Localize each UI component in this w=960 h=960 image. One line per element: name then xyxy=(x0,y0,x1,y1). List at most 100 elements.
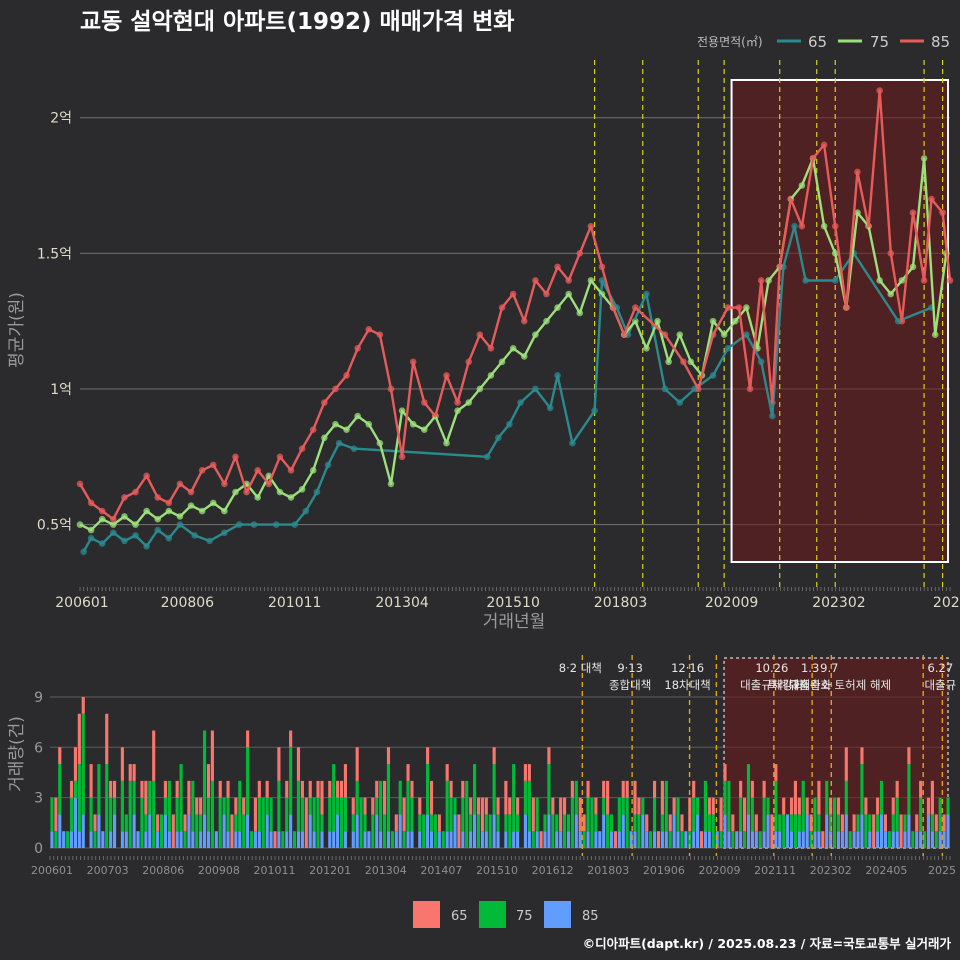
volume-bar-85 xyxy=(222,814,226,848)
volume-x-tick-label: 201906 xyxy=(643,864,685,877)
volume-bar-65 xyxy=(449,780,453,798)
volume-bar-85 xyxy=(136,831,140,848)
volume-bar-85 xyxy=(633,831,637,848)
volume-bar-85 xyxy=(328,831,332,848)
volume-bar-85 xyxy=(410,831,414,848)
volume-bar-65 xyxy=(793,780,797,815)
volume-bar-85 xyxy=(379,831,383,848)
volume-bar-85 xyxy=(167,831,171,848)
volume-bar-65 xyxy=(731,814,735,832)
volume-bar-65 xyxy=(692,780,696,798)
price-x-tick-label: 201304 xyxy=(375,595,429,611)
volume-bar-65 xyxy=(484,797,488,815)
volume-bar-75 xyxy=(406,780,410,832)
volume-bar-85 xyxy=(496,831,500,848)
volume-bar-75 xyxy=(124,814,128,832)
volume-bar-85 xyxy=(707,831,711,848)
volume-bar-85 xyxy=(238,831,242,848)
volume-bar-75 xyxy=(602,797,606,815)
volume-bar-75 xyxy=(543,814,547,832)
volume-bar-65 xyxy=(476,797,481,815)
volume-bar-65 xyxy=(836,797,841,815)
volume-bar-75 xyxy=(93,831,97,848)
volume-bar-65 xyxy=(907,747,911,765)
price-y-tick-label: 1.5억 xyxy=(37,246,72,262)
volume-event-label: 대출규제강화 xyxy=(740,678,804,692)
volume-bar-85 xyxy=(817,831,821,848)
volume-bar-65 xyxy=(77,713,81,765)
volume-bar-75 xyxy=(312,797,316,832)
volume-bar-65 xyxy=(242,797,246,815)
volume-x-tick-label: 202111 xyxy=(754,864,796,877)
volume-bar-75 xyxy=(876,814,880,832)
volume-bar-85 xyxy=(852,831,856,848)
volume-bar-85 xyxy=(206,831,211,848)
volume-x-tick-label: 202009 xyxy=(699,864,741,877)
volume-bar-65 xyxy=(563,797,567,815)
volume-bar-75 xyxy=(649,831,653,848)
volume-bar-85 xyxy=(895,831,899,848)
volume-bar-85 xyxy=(844,814,848,848)
volume-bar-85 xyxy=(586,831,590,848)
volume-bar-75 xyxy=(680,831,684,848)
volume-bar-65 xyxy=(633,780,637,815)
volume-bar-85 xyxy=(429,831,434,848)
volume-bar-75 xyxy=(739,797,743,832)
volume-bar-65 xyxy=(296,747,301,781)
volume-bar-65 xyxy=(621,780,625,798)
volume-bar-85 xyxy=(723,814,727,848)
volume-bar-75 xyxy=(398,780,402,815)
volume-y-ticks: 0 3 6 9 xyxy=(34,690,43,857)
volume-bar-85 xyxy=(735,831,739,848)
volume-bar-65 xyxy=(523,764,527,781)
price-x-tick-label: 202009 xyxy=(705,595,758,611)
volume-bar-85 xyxy=(289,814,293,848)
volume-bar-65 xyxy=(719,797,723,832)
volume-bar-85 xyxy=(156,831,160,848)
volume-bar-75 xyxy=(496,814,500,832)
volume-bar-85 xyxy=(825,814,829,848)
volume-bar-75 xyxy=(433,814,437,848)
volume-bar-85 xyxy=(797,831,801,848)
volume-bar-65 xyxy=(265,780,269,798)
volume-bar-75 xyxy=(566,814,571,832)
volume-bar-75 xyxy=(54,831,58,848)
volume-bar-75 xyxy=(809,831,813,848)
volume-bar-75 xyxy=(711,814,715,848)
volume-bar-75 xyxy=(555,814,559,832)
volume-bar-75 xyxy=(793,814,797,848)
volume-bar-75 xyxy=(860,764,864,815)
volume-bar-85 xyxy=(191,831,195,848)
volume-bar-75 xyxy=(523,780,527,815)
volume-bar-85 xyxy=(660,831,664,848)
volume-bar-75 xyxy=(488,814,492,848)
volume-event-label: 9·13 xyxy=(617,661,643,675)
volume-bar-75 xyxy=(81,713,85,815)
volume-bar-65 xyxy=(175,780,179,798)
volume-bar-75 xyxy=(590,797,594,848)
volume-bar-85 xyxy=(113,814,117,848)
volume-bar-85 xyxy=(789,831,794,848)
volume-bar-85 xyxy=(692,831,696,848)
volume-bar-85 xyxy=(58,814,62,848)
volume-bar-85 xyxy=(332,831,336,848)
volume-bar-85 xyxy=(778,831,782,848)
volume-bar-85 xyxy=(449,831,453,848)
volume-bar-85 xyxy=(367,831,371,848)
volume-bar-75 xyxy=(789,814,794,832)
volume-bar-85 xyxy=(930,831,934,848)
volume-bar-75 xyxy=(609,814,614,832)
volume-bar-65 xyxy=(531,797,535,832)
volume-bar-65 xyxy=(844,747,848,781)
volume-bar-65 xyxy=(864,797,868,815)
volume-bar-75 xyxy=(766,797,770,815)
volume-bar-85 xyxy=(77,831,81,848)
volume-bar-65 xyxy=(625,780,629,798)
volume-bar-75 xyxy=(386,764,391,832)
volume-bar-85 xyxy=(504,831,508,848)
volume-bar-75 xyxy=(911,831,915,848)
volume-bar-75 xyxy=(183,831,187,848)
bottom-legend-key-75 xyxy=(479,901,506,928)
volume-bar-75 xyxy=(879,780,884,815)
volume-bar-85 xyxy=(684,831,688,848)
